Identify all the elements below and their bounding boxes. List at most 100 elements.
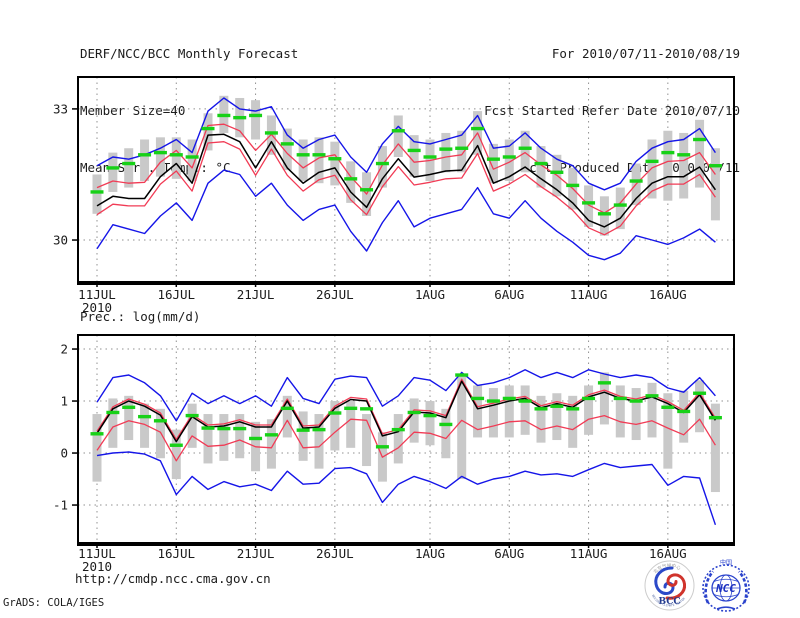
green-dash-marker (708, 415, 722, 420)
green-dash-marker (486, 157, 500, 161)
x-tick-label: 21JUL (237, 546, 275, 561)
green-dash-marker (201, 426, 215, 430)
series-line-upper-spread (96, 378, 716, 441)
ensemble-spread-bar (663, 393, 673, 469)
green-dash-marker (344, 177, 358, 181)
ensemble-spread-bar (187, 139, 197, 182)
green-dash-marker (629, 179, 643, 183)
ensemble-spread-bar (536, 146, 546, 188)
green-dash-marker (264, 433, 278, 437)
x-tick-label: 16AUG (649, 546, 687, 561)
ensemble-spread-bar (155, 137, 165, 177)
ncc-logo-globe-meridian (719, 574, 733, 602)
series-line-ensemble-max (96, 97, 716, 191)
ensemble-spread-bar (599, 196, 609, 236)
green-dash-marker (169, 443, 183, 447)
ensemble-spread-bar (124, 148, 134, 188)
ensemble-spread-bar (615, 385, 625, 438)
green-dash-marker (360, 188, 374, 192)
ensemble-spread-bar (108, 152, 118, 192)
green-dash-marker (280, 406, 294, 411)
green-dash-marker (153, 150, 167, 155)
ensemble-spread-bar (298, 139, 308, 182)
green-dash-marker (486, 399, 500, 403)
ensemble-spread-bar (362, 414, 372, 467)
green-dash-marker (391, 129, 405, 133)
green-dash-marker (629, 399, 643, 403)
ncc-logo: 中国 NCC (702, 559, 750, 612)
x-tick-label: 11AUG (570, 546, 608, 561)
bcc-logo-red-swirl (665, 573, 687, 600)
green-dash-marker (613, 396, 627, 401)
ensemble-spread-bar (92, 174, 102, 214)
series-line-ensemble-min (96, 169, 716, 261)
green-dash-marker (375, 445, 389, 449)
green-dash-marker (122, 405, 136, 409)
ensemble-spread-bar (140, 403, 150, 448)
ensemble-spread-bar (346, 161, 356, 203)
y-tick-label: 2 (60, 342, 68, 357)
ncc-logo-globe-parallel-top (713, 578, 739, 582)
green-dash-marker (455, 146, 469, 150)
green-dash-marker (264, 131, 278, 135)
x-axis-year-label: 2010 (82, 300, 112, 315)
series-line-ensemble-max (96, 369, 716, 422)
green-dash-marker (344, 406, 358, 411)
green-dash-marker (391, 427, 405, 432)
x-tick-label: 26JUL (316, 287, 354, 302)
green-dash-marker (106, 166, 120, 170)
ensemble-spread-bar (599, 372, 609, 425)
green-dash-marker (566, 407, 580, 411)
green-dash-marker (233, 426, 247, 431)
green-dash-marker (439, 147, 453, 151)
ensemble-spread-bar (695, 119, 705, 188)
series-line-ensemble-min (96, 451, 717, 526)
green-dash-marker (534, 161, 548, 166)
green-dash-marker (677, 153, 691, 157)
green-dash-marker (249, 113, 263, 118)
ensemble-spread-bar (552, 393, 562, 441)
green-dash-marker (328, 411, 342, 415)
green-dash-marker (439, 422, 453, 427)
green-dash-marker (185, 413, 199, 418)
ensemble-spread-bar (504, 139, 514, 182)
green-dash-marker (201, 126, 215, 131)
green-dash-marker (566, 183, 580, 188)
ensemble-spread-bar (504, 385, 514, 438)
x-tick-label: 6AUG (494, 546, 524, 561)
ensemble-spread-bar (488, 388, 498, 438)
green-dash-marker (597, 381, 611, 385)
green-dash-marker (645, 394, 659, 398)
temperature-panel: 33 30 11JUL 16JUL 21JUL 26JUL 1AUG 6AUG 11AUG 16A… (53, 76, 735, 315)
x-tick-label: 11JUL (78, 546, 116, 561)
green-dash-marker (185, 155, 199, 159)
x-tick-label: 16AUG (649, 287, 687, 302)
green-dash-marker (582, 396, 596, 401)
ncc-logo-ribbon (716, 606, 736, 610)
green-dash-marker (518, 146, 532, 150)
ensemble-spread-bar (568, 395, 578, 448)
green-dash-marker (455, 373, 469, 377)
ncc-logo-laurel-right (737, 570, 748, 604)
green-dash-marker (582, 201, 596, 205)
green-dash-marker (360, 407, 374, 411)
ensemble-spread-bar (409, 398, 419, 443)
x-tick-label: 11AUG (570, 287, 608, 302)
green-dash-marker (138, 414, 152, 419)
ncc-logo-dotted-ring (702, 564, 750, 612)
green-dash-marker (693, 391, 707, 395)
green-dash-marker (312, 153, 326, 157)
forecast-range-label: For 2010/07/11-2010/08/19 (551, 46, 740, 61)
ensemble-spread-bar (663, 130, 673, 201)
ensemble-spread-bar (695, 380, 705, 433)
ensemble-spread-bar (679, 390, 689, 443)
green-dash-marker (328, 157, 342, 161)
grads-credit: GrADS: COLA/IGES (3, 597, 105, 609)
ensemble-spread-bar (219, 414, 229, 461)
green-dash-marker (233, 115, 247, 120)
refer-date-label: Fcst Started Refer Date 2010/07/10 (484, 103, 740, 118)
ensemble-spread-bar (314, 414, 324, 469)
green-dash-marker (693, 137, 707, 142)
x-tick-label: 21JUL (237, 287, 275, 302)
